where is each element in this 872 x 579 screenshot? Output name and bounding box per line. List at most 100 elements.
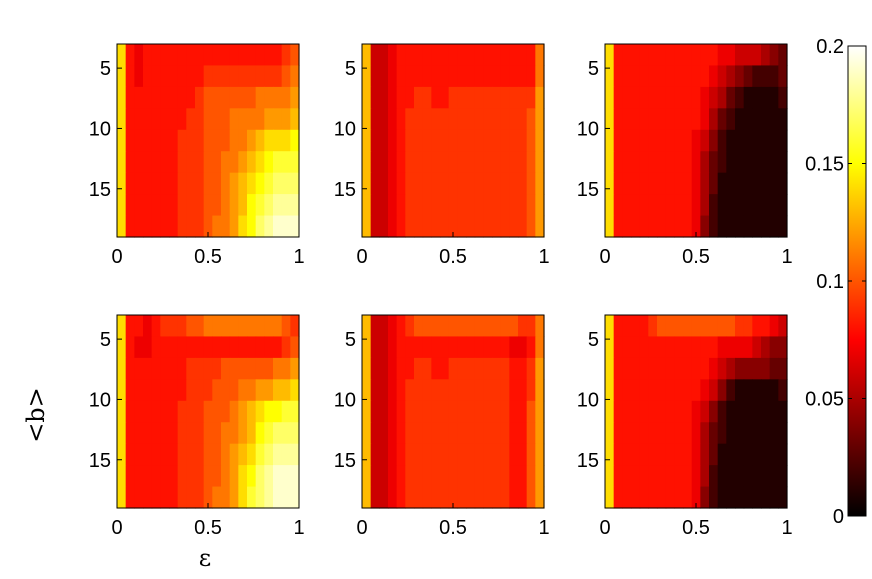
heatmap-cell <box>639 443 649 466</box>
heatmap-cell <box>535 215 545 238</box>
heatmap-cell <box>500 443 510 466</box>
heatmap-cell <box>448 465 458 488</box>
heatmap-cell <box>177 315 187 338</box>
heatmap-cell <box>151 357 161 380</box>
heatmap-cell <box>388 357 398 380</box>
heatmap-cell <box>535 422 545 445</box>
heatmap-cell <box>483 194 493 217</box>
heatmap-cell <box>657 379 667 402</box>
heatmap-cell <box>134 357 144 380</box>
heatmap-cell <box>405 315 415 338</box>
heatmap-cell <box>743 486 753 509</box>
y-tick-label: 10 <box>89 389 111 411</box>
heatmap-cell <box>388 379 398 402</box>
heatmap-cell <box>422 357 432 380</box>
heatmap-cell <box>255 86 265 109</box>
heatmap-cell <box>613 172 623 195</box>
heatmap-cell <box>117 194 127 217</box>
heatmap-cell <box>125 151 135 174</box>
heatmap-cell <box>273 194 283 217</box>
heatmap-cell <box>535 194 545 217</box>
heatmap-cell <box>169 357 179 380</box>
heatmap-cell <box>691 172 701 195</box>
heatmap-cell <box>134 86 144 109</box>
heatmap-cell <box>195 172 205 195</box>
heatmap-cell <box>396 172 406 195</box>
heatmap-cell <box>186 65 196 88</box>
heatmap-cell <box>483 44 493 67</box>
heatmap-cell <box>535 379 545 402</box>
heatmap-cell <box>466 400 476 423</box>
heatmap-cell <box>229 86 239 109</box>
heatmap-cell <box>177 172 187 195</box>
heatmap-cell <box>134 194 144 217</box>
heatmap-cell <box>622 108 632 131</box>
heatmap-cell <box>535 315 545 338</box>
y-tick-label: 5 <box>345 58 356 80</box>
heatmap-cell <box>761 44 771 67</box>
heatmap-cell <box>221 443 231 466</box>
heatmap-cell <box>683 129 693 152</box>
heatmap-cell <box>405 443 415 466</box>
heatmap-cell <box>509 357 519 380</box>
heatmap-cell <box>700 86 710 109</box>
heatmap-cell <box>457 108 467 131</box>
heatmap-cell <box>247 108 257 131</box>
heatmap-cell <box>143 86 153 109</box>
heatmap-cell <box>229 194 239 217</box>
heatmap-cell <box>700 108 710 131</box>
heatmap-cell <box>769 465 779 488</box>
heatmap-cell <box>177 443 187 466</box>
heatmap-cell <box>422 443 432 466</box>
heatmap-cell <box>212 86 222 109</box>
heatmap-cell <box>379 465 389 488</box>
heatmap-cell <box>370 422 380 445</box>
heatmap-cell <box>169 400 179 423</box>
heatmap-cell <box>657 194 667 217</box>
heatmap-cell <box>195 336 205 359</box>
heatmap-cell <box>125 443 135 466</box>
heatmap-cell <box>613 379 623 402</box>
heatmap-cell <box>281 65 291 88</box>
heatmap-cell <box>448 194 458 217</box>
heatmap-cell <box>648 465 658 488</box>
heatmap-cell <box>778 422 788 445</box>
heatmap-cell <box>448 315 458 338</box>
heatmap-cell <box>665 172 675 195</box>
heatmap-cell <box>631 215 641 238</box>
heatmap-cell <box>370 486 380 509</box>
heatmap-cell <box>605 86 615 109</box>
heatmap-cell <box>761 465 771 488</box>
heatmap-cell <box>247 486 257 509</box>
heatmap-cell <box>396 86 406 109</box>
heatmap-cell <box>743 65 753 88</box>
heatmap-cell <box>769 194 779 217</box>
heatmap-cell <box>370 465 380 488</box>
heatmap-cell <box>405 44 415 67</box>
heatmap-cell <box>431 315 441 338</box>
heatmap-cell <box>388 443 398 466</box>
heatmap-cell <box>405 86 415 109</box>
heatmap-cell <box>674 151 684 174</box>
heatmap-cell <box>273 357 283 380</box>
heatmap-cell <box>151 65 161 88</box>
heatmap-cell <box>134 443 144 466</box>
heatmap-cell <box>362 315 372 338</box>
heatmap-cell <box>448 422 458 445</box>
heatmap-cell <box>388 486 398 509</box>
heatmap-cell <box>535 443 545 466</box>
heatmap-cell <box>735 129 745 152</box>
heatmap-cell <box>281 215 291 238</box>
y-tick-label: 5 <box>345 329 356 351</box>
heatmap-cell <box>622 443 632 466</box>
heatmap-cell <box>290 215 300 238</box>
heatmap-cell <box>177 108 187 131</box>
heatmap-cell <box>440 151 450 174</box>
heatmap-cell <box>247 443 257 466</box>
heatmap-cell <box>466 215 476 238</box>
heatmap-cell <box>117 129 127 152</box>
heatmap-cell <box>492 86 502 109</box>
heatmap-cell <box>362 44 372 67</box>
heatmap-cell <box>431 443 441 466</box>
